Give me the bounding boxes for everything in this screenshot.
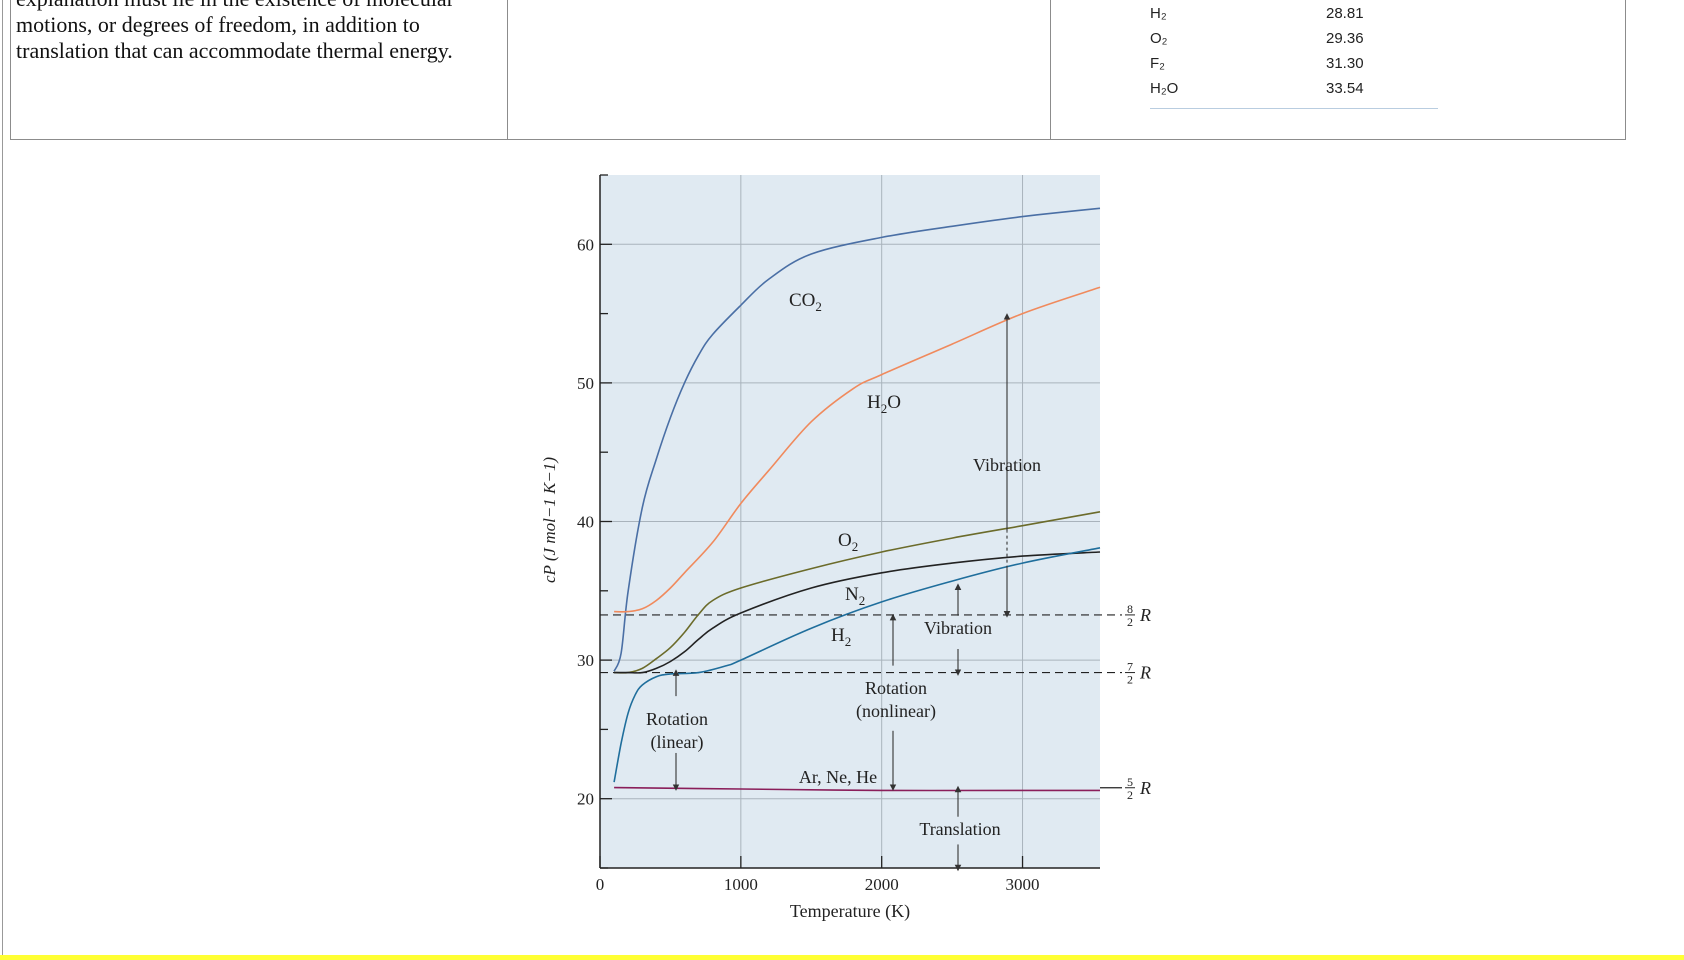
h2o-label-h: H — [867, 392, 881, 413]
series-line-ar-ne-he — [614, 786, 1100, 792]
series-line-h- — [613, 547, 1101, 783]
vibration-upper-label: Vibration — [973, 455, 1041, 475]
rotation-linear-label-2: (linear) — [651, 732, 704, 753]
annotations — [672, 313, 1011, 872]
fraction-numerator: 7 — [1127, 660, 1133, 674]
n2-label-main: N — [845, 584, 859, 605]
rotation-nonlinear-label-1: Rotation — [865, 678, 927, 698]
column-divider — [507, 0, 508, 140]
table-row: H₂ 28.81 — [1150, 5, 1438, 30]
h2o-label-sub: 2 — [881, 401, 888, 416]
rotation-linear-label-1: Rotation — [646, 709, 708, 729]
ar-ne-he-label: Ar, Ne, He — [799, 767, 877, 787]
fraction-denominator: 2 — [1127, 673, 1133, 687]
translation-label: Translation — [919, 819, 1000, 839]
series-line-co- — [613, 207, 1101, 672]
y-tick-label: 20 — [577, 790, 594, 809]
value-cell: 29.36 — [1326, 30, 1364, 47]
fraction-symbol: R — [1139, 663, 1151, 683]
y-tick-label: 30 — [577, 651, 594, 670]
intro-line: explanation must lie in the existence of… — [16, 0, 536, 12]
x-tick-label: 2000 — [865, 875, 899, 894]
co2-label-sub: 2 — [815, 299, 822, 314]
fraction-numerator: 8 — [1127, 602, 1133, 616]
h2-label: H2 — [831, 625, 851, 649]
h2-label-main: H — [831, 625, 845, 646]
highlight-bar — [0, 955, 1684, 960]
reference-lines: 82 R72 R52 R — [600, 602, 1151, 802]
n2-label-sub: 2 — [859, 593, 866, 608]
reference-label: 52 R — [1125, 775, 1151, 802]
value-cell: 33.54 — [1326, 80, 1364, 97]
reference-label: 72 R — [1125, 660, 1151, 687]
fraction-numerator: 5 — [1127, 775, 1133, 789]
x-axis-label: Temperature (K) — [790, 901, 910, 922]
reference-label: 82 R — [1125, 602, 1151, 629]
content-table — [10, 0, 1626, 140]
table-row: O₂ 29.36 — [1150, 30, 1438, 55]
table-bottom-rule — [1150, 108, 1438, 109]
fraction-symbol: R — [1139, 778, 1151, 798]
x-tick-label: 3000 — [1006, 875, 1040, 894]
heat-capacity-table: H₂ 28.81 O₂ 29.36 F₂ 31.30 H₂O 33.54 — [1150, 5, 1438, 105]
n2-label: N2 — [845, 584, 865, 608]
o2-label-sub: 2 — [852, 539, 859, 554]
x-tick-label: 0 — [596, 875, 605, 894]
series-line-h-o — [614, 286, 1101, 613]
axes: 20 30 40 50 60 0 1000 2000 3000 — [577, 174, 1100, 894]
o2-label: O2 — [838, 530, 858, 554]
y-tick-label: 40 — [577, 513, 594, 532]
table-row: F₂ 31.30 — [1150, 55, 1438, 80]
vibration-lower-label: Vibration — [924, 618, 992, 638]
intro-paragraph: explanation must lie in the existence of… — [16, 0, 536, 64]
value-cell: 28.81 — [1326, 5, 1364, 22]
rotation-nonlinear-label-2: (nonlinear) — [856, 701, 936, 722]
intro-line: translation that can accommodate thermal… — [16, 38, 453, 63]
intro-line: motions, or degrees of freedom, in addit… — [16, 12, 420, 37]
o2-label-main: O — [838, 530, 852, 551]
fraction-denominator: 2 — [1127, 788, 1133, 802]
h2o-label-o: O — [887, 392, 901, 413]
gas-cell: H₂ — [1150, 5, 1167, 22]
y-axis-label: cP (J mol−1 K−1) — [540, 457, 559, 583]
series-line-o- — [614, 511, 1101, 674]
series-line-n- — [614, 551, 1101, 674]
series-lines — [613, 207, 1101, 792]
left-border — [2, 0, 3, 960]
x-tick-label: 1000 — [724, 875, 758, 894]
co2-label: CO2 — [789, 290, 822, 314]
y-tick-label: 50 — [577, 374, 594, 393]
h2-label-sub: 2 — [845, 634, 852, 649]
co2-label-main: CO — [789, 290, 815, 311]
h2o-label: H2O — [867, 392, 901, 416]
column-divider — [1050, 0, 1051, 140]
table-row: H₂O 33.54 — [1150, 80, 1438, 105]
gas-cell: O₂ — [1150, 30, 1168, 47]
gas-cell: F₂ — [1150, 55, 1165, 72]
fraction-denominator: 2 — [1127, 615, 1133, 629]
value-cell: 31.30 — [1326, 55, 1364, 72]
gas-cell: H₂O — [1150, 80, 1179, 97]
fraction-symbol: R — [1139, 605, 1151, 625]
y-tick-label: 60 — [577, 235, 594, 254]
